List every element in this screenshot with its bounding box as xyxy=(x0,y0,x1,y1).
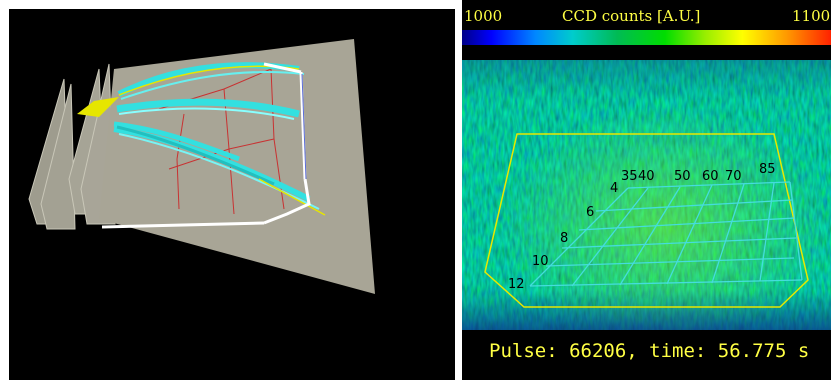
yellow-line-bottom xyxy=(258,178,326,216)
grid-label-10: 10 xyxy=(532,254,549,269)
view-outline xyxy=(484,133,809,308)
colorbar-title: CCD counts [A.U.] xyxy=(562,7,701,25)
grid-label-60: 60 xyxy=(702,169,719,184)
grid-label-85: 85 xyxy=(759,162,776,177)
grid-label-40: 40 xyxy=(638,169,655,184)
left-panel xyxy=(9,9,455,380)
grid-label-50: 50 xyxy=(674,169,691,184)
grid-labels: 12 10 8 6 4 35 40 50 60 70 85 xyxy=(508,162,776,292)
rear-plate-2 xyxy=(40,83,76,230)
field-lines xyxy=(113,62,320,210)
grid-label-8: 8 xyxy=(560,231,568,246)
grid-label-70: 70 xyxy=(725,169,742,184)
pulse-time-status: Pulse: 66206, time: 56.775 s xyxy=(489,340,810,362)
3d-render-view xyxy=(9,9,455,380)
ccd-panel: 1000 CCD counts [A.U.] 1100 xyxy=(462,0,831,380)
grid-label-35: 35 xyxy=(621,169,638,184)
grid-label-6: 6 xyxy=(586,205,594,220)
view-frame xyxy=(101,62,311,229)
yellow-beam xyxy=(77,97,119,117)
cyan-grid xyxy=(529,181,803,287)
colorbar-max-label: 1100 xyxy=(792,7,831,25)
colorbar xyxy=(462,30,831,45)
3d-scene xyxy=(28,39,375,294)
grid-label-12: 12 xyxy=(508,277,525,292)
grid-label-4: 4 xyxy=(610,181,618,196)
ccd-image: 12 10 8 6 4 35 40 50 60 70 85 xyxy=(462,60,831,330)
colorbar-min-label: 1000 xyxy=(464,7,503,25)
ccd-edge-fade xyxy=(462,60,831,330)
frame-blue-edge xyxy=(301,73,307,180)
